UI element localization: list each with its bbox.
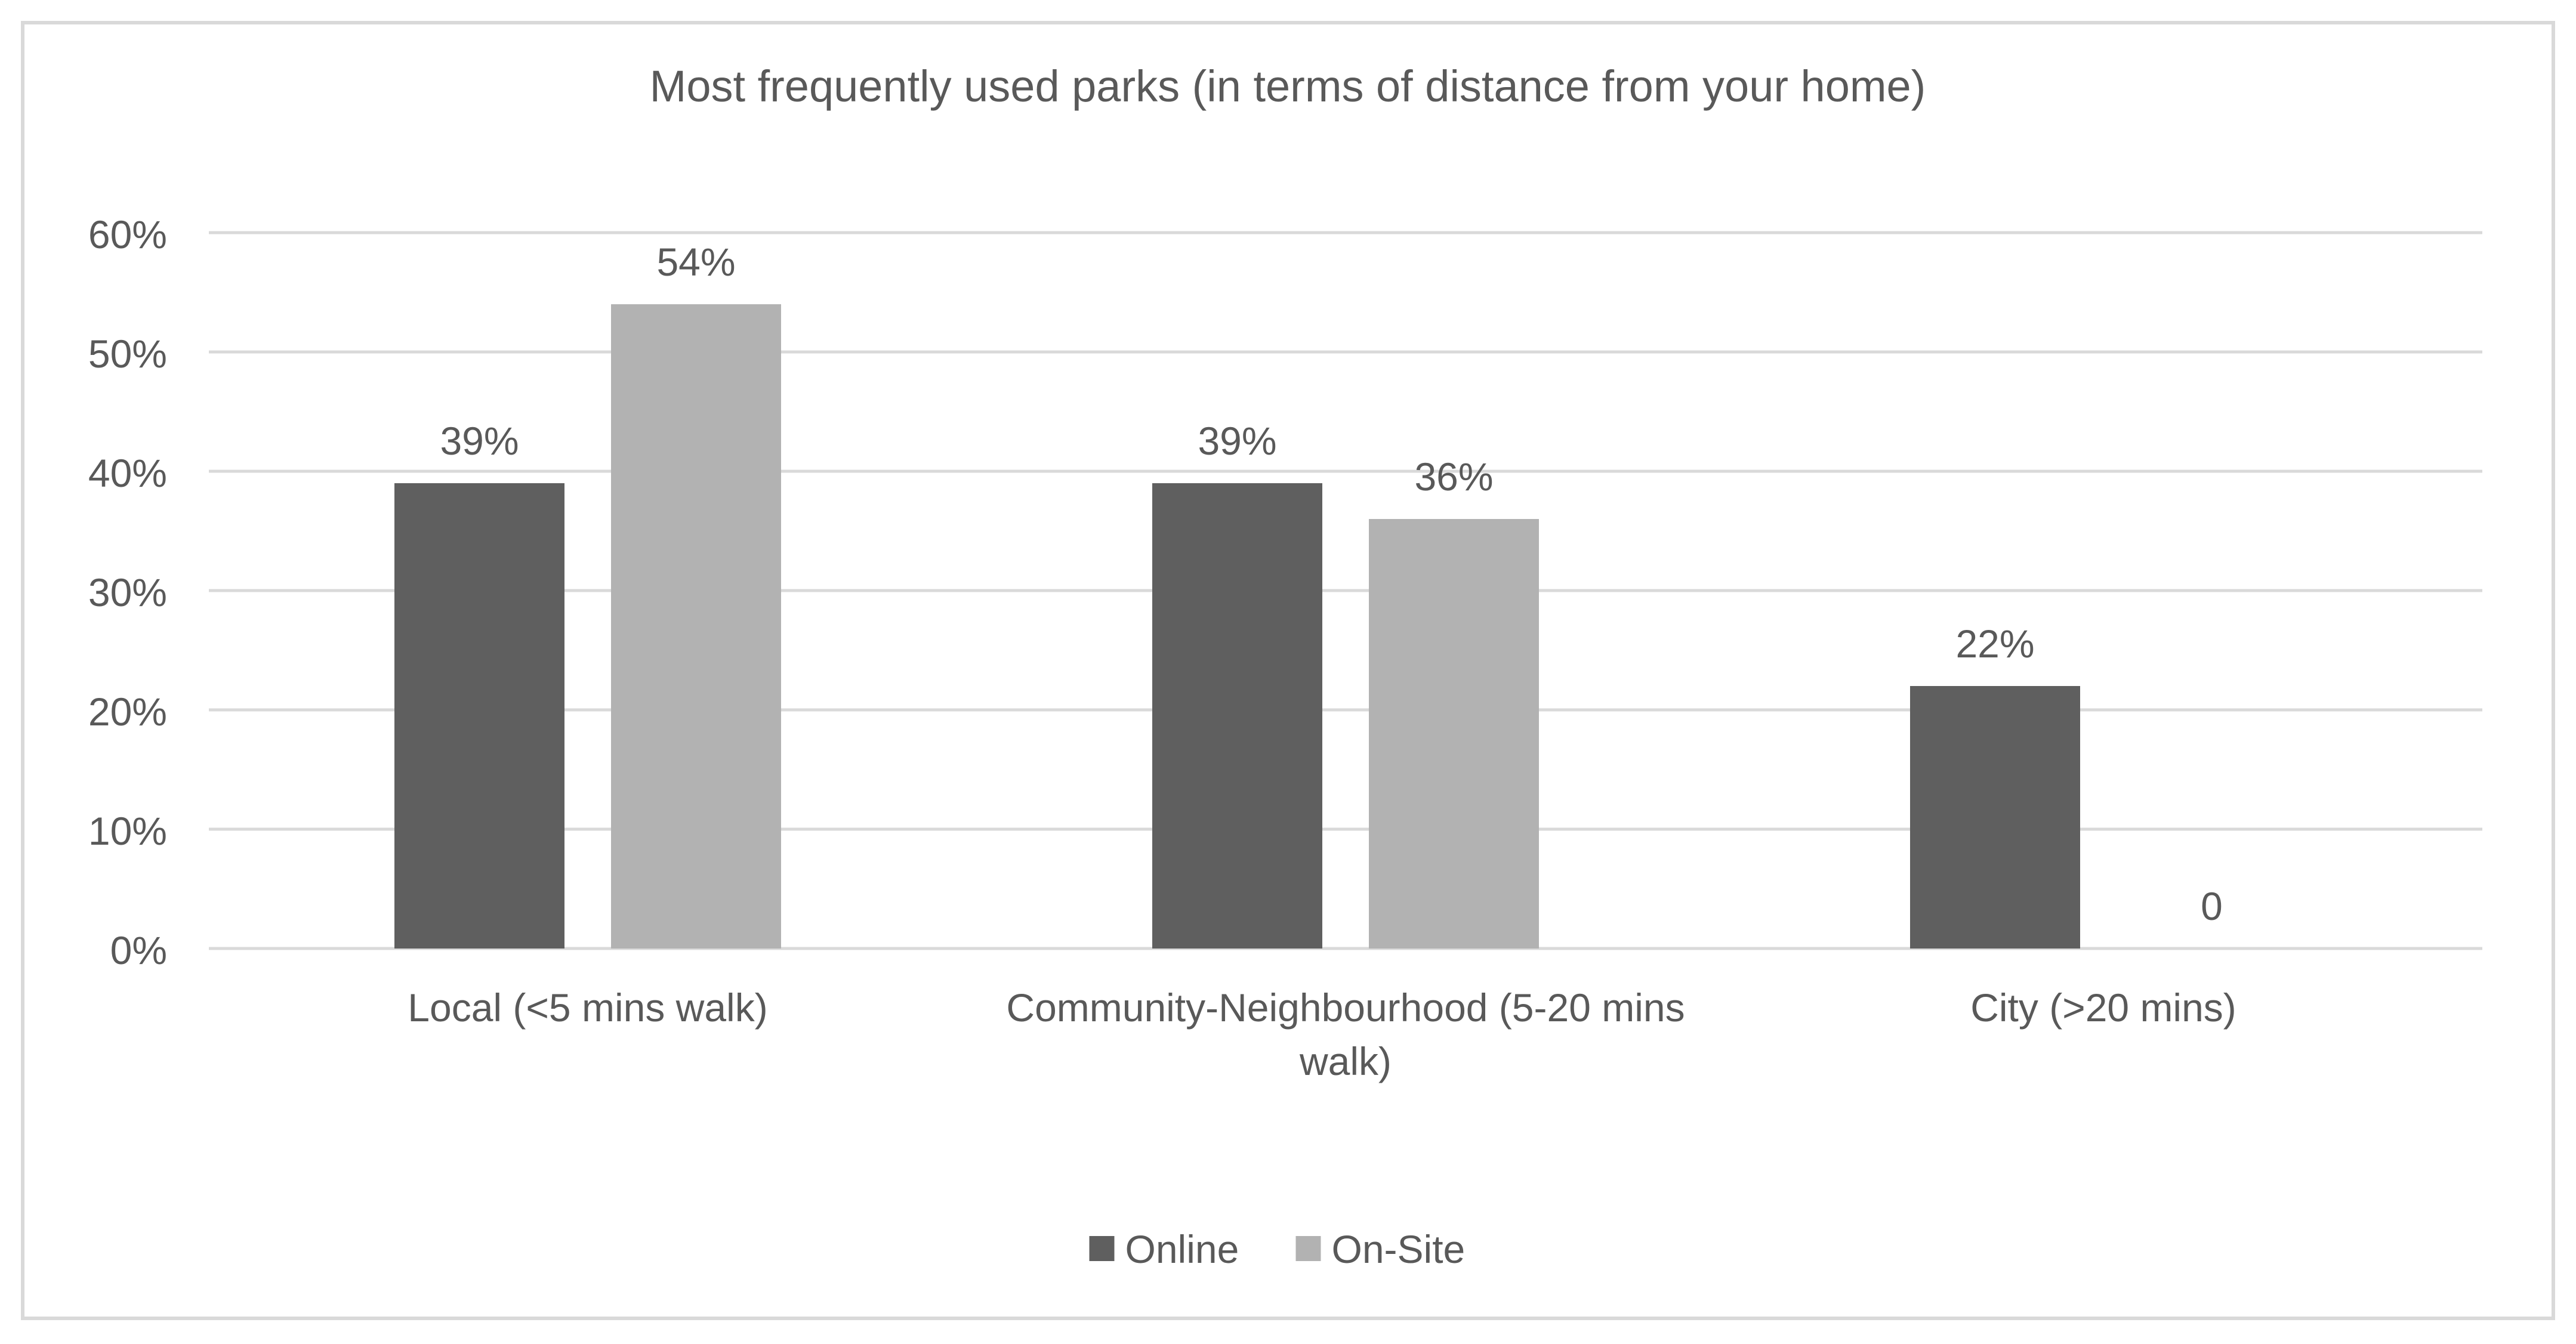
legend-swatch xyxy=(1089,1236,1115,1261)
gridlines xyxy=(209,231,2482,950)
legend: Online On-Site xyxy=(1089,1227,1466,1271)
x-category-label: Local (<5 mins walk) xyxy=(408,985,767,1030)
data-labels: 39% 54% 39% 36% 22% 0 xyxy=(440,240,2222,928)
bar-online xyxy=(1910,686,2080,948)
data-label: 54% xyxy=(656,240,735,284)
legend-label: On-Site xyxy=(1332,1227,1466,1271)
y-tick-label: 60% xyxy=(88,212,167,257)
chart-title: Most frequently used parks (in terms of … xyxy=(650,61,1926,111)
data-label: 39% xyxy=(1198,419,1276,463)
y-tick-label: 50% xyxy=(88,332,167,376)
data-label: 22% xyxy=(1955,622,2034,666)
x-category-label: City (>20 mins) xyxy=(1970,985,2236,1030)
bar-on-site xyxy=(611,304,781,948)
x-category-label: Community-Neighbourhood (5-20 mins xyxy=(1006,985,1685,1030)
legend-swatch xyxy=(1295,1236,1321,1261)
x-category-label: walk) xyxy=(1299,1039,1392,1083)
y-tick-label: 20% xyxy=(88,690,167,734)
legend-label: Online xyxy=(1125,1227,1239,1271)
y-tick-label: 40% xyxy=(88,451,167,495)
y-axis-tick-labels: 0% 10% 20% 30% 40% 50% 60% xyxy=(88,212,167,972)
bar-online xyxy=(394,483,564,948)
bar-online xyxy=(1152,483,1322,948)
bar-on-site xyxy=(1369,519,1539,948)
data-label: 36% xyxy=(1414,455,1493,499)
y-tick-label: 10% xyxy=(88,809,167,853)
data-label: 0 xyxy=(2201,884,2223,928)
x-axis-category-labels: Local (<5 mins walk) Community-Neighbourh… xyxy=(408,985,2236,1083)
y-tick-label: 30% xyxy=(88,570,167,614)
bars xyxy=(394,304,2080,948)
y-tick-label: 0% xyxy=(110,928,167,972)
data-label: 39% xyxy=(440,419,519,463)
